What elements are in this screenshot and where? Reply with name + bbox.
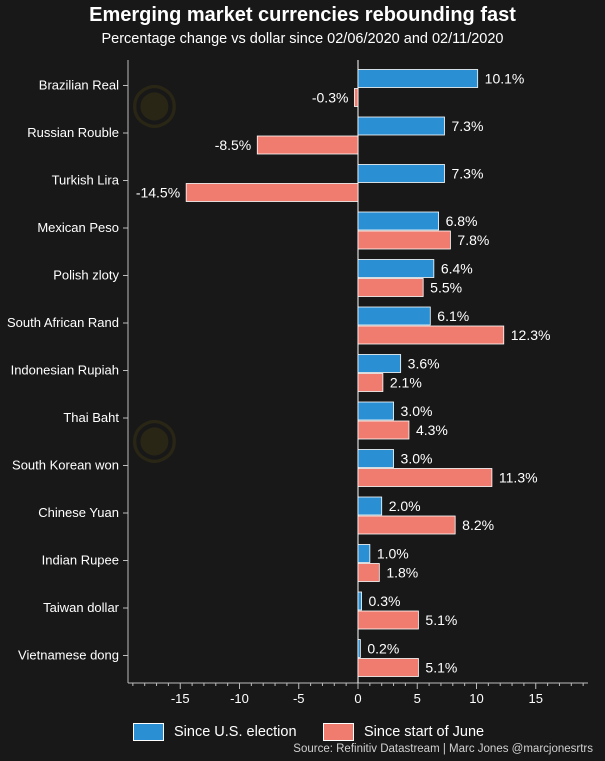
category-label: Turkish Lira xyxy=(52,173,120,188)
data-label: 6.1% xyxy=(437,308,469,324)
chart-title: Emerging market currencies rebounding fa… xyxy=(89,4,516,26)
data-label: 7.3% xyxy=(452,166,484,182)
data-label: 10.1% xyxy=(485,71,525,87)
data-label: 5.1% xyxy=(425,660,457,676)
bar-since-june xyxy=(357,610,419,630)
bar-since-election xyxy=(357,544,371,563)
data-label: 7.3% xyxy=(452,118,484,134)
bar-since-election xyxy=(357,449,394,468)
x-tick-label: 5 xyxy=(414,691,421,706)
x-tick-label: 15 xyxy=(529,691,543,706)
category-label: Mexican Peso xyxy=(37,220,119,235)
bar-since-election xyxy=(357,211,439,231)
legend-label-series-1: Since U.S. election xyxy=(174,724,297,740)
bar-since-election xyxy=(357,354,402,373)
bar-since-june xyxy=(357,230,451,250)
bar-since-election xyxy=(357,164,445,183)
data-label: 8.2% xyxy=(462,517,494,533)
x-tick-label: -15 xyxy=(171,691,190,706)
legend-item-series-1: Since U.S. election xyxy=(133,720,297,744)
data-label: 3.0% xyxy=(401,451,433,467)
bar-since-june xyxy=(357,563,380,582)
data-label: 5.5% xyxy=(430,280,462,296)
watermark-logo-icon: ◉ xyxy=(130,70,179,135)
legend-item-series-2: Since start of June xyxy=(323,720,484,744)
source-note: Source: Refinitiv Datastream | Marc Jone… xyxy=(293,743,593,755)
bar-since-election xyxy=(357,496,383,516)
data-label: 3.6% xyxy=(408,356,440,372)
category-label: Indian Rupee xyxy=(42,553,119,568)
bar-since-june xyxy=(256,135,359,155)
legend-swatch-series-1 xyxy=(133,723,164,741)
data-label: 6.4% xyxy=(441,261,473,277)
bar-since-election xyxy=(357,306,431,326)
bar-since-june xyxy=(357,658,419,677)
x-tick-label: 10 xyxy=(469,691,483,706)
data-label: 0.2% xyxy=(367,641,399,657)
data-label: 1.8% xyxy=(386,565,418,581)
category-label: Chinese Yuan xyxy=(38,505,119,520)
x-tick-label: -5 xyxy=(293,691,305,706)
bar-since-june xyxy=(357,468,493,487)
x-tick-label: -10 xyxy=(230,691,249,706)
bar-since-june xyxy=(357,515,456,535)
data-label: 1.0% xyxy=(377,546,409,562)
data-label: 2.1% xyxy=(390,375,422,391)
bar-since-election xyxy=(357,401,394,421)
x-tick-label: 0 xyxy=(354,691,361,706)
category-label: Indonesian Rupiah xyxy=(11,363,119,378)
legend: Since U.S. election Since start of June xyxy=(0,720,605,746)
bar-since-june xyxy=(185,183,359,202)
data-label: 4.3% xyxy=(416,422,448,438)
data-label: -8.5% xyxy=(215,137,252,153)
bar-since-election xyxy=(357,259,435,278)
data-label: 12.3% xyxy=(511,327,551,343)
bar-since-election xyxy=(357,591,362,611)
data-label: 0.3% xyxy=(369,593,401,609)
category-label: South Korean won xyxy=(12,458,119,473)
bar-since-june xyxy=(354,88,359,107)
watermark-logo-icon: ◉ xyxy=(130,405,179,470)
category-label: Vietnamese dong xyxy=(18,648,119,663)
bar-since-june xyxy=(357,373,384,392)
data-label: 7.8% xyxy=(457,232,489,248)
bar-since-election xyxy=(357,639,361,658)
data-label: -14.5% xyxy=(136,185,180,201)
bar-since-june xyxy=(357,325,505,345)
bar-since-june xyxy=(357,420,410,440)
legend-label-series-2: Since start of June xyxy=(364,724,485,740)
data-label: 6.8% xyxy=(446,213,478,229)
data-label: -0.3% xyxy=(312,90,349,106)
data-label: 5.1% xyxy=(425,612,457,628)
category-label: Brazilian Real xyxy=(39,78,119,93)
data-label: 3.0% xyxy=(401,403,433,419)
category-label: Polish zloty xyxy=(53,268,119,283)
category-label: South African Rand xyxy=(7,315,119,330)
category-label: Thai Baht xyxy=(63,410,119,425)
bar-since-election xyxy=(357,69,479,88)
legend-swatch-series-2 xyxy=(323,723,354,741)
chart-subtitle: Percentage change vs dollar since 02/06/… xyxy=(101,31,504,47)
bar-since-june xyxy=(357,278,424,297)
bar-since-election xyxy=(357,116,445,136)
category-label: Russian Rouble xyxy=(27,125,119,140)
category-label: Taiwan dollar xyxy=(43,600,120,615)
data-label: 2.0% xyxy=(389,498,421,514)
data-label: 11.3% xyxy=(499,470,538,486)
